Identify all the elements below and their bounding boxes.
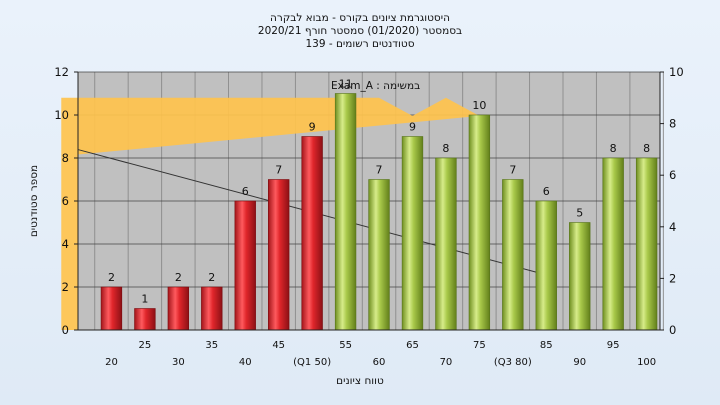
x-tick-label: 30 [172, 357, 185, 368]
y-tick-label: 12 [54, 65, 69, 79]
x-tick-label: 20 [105, 357, 118, 368]
bar-value-label: 7 [376, 164, 383, 177]
bar-value-label: 8 [610, 142, 617, 155]
bar [401, 136, 424, 331]
x-tick-label: (Q3 80) [494, 357, 532, 368]
y-tick-label: 8 [62, 151, 69, 165]
bar [535, 200, 557, 331]
x-tick-label: 95 [607, 340, 620, 351]
x-tick-label: 35 [205, 340, 218, 351]
x-tick-label: 100 [637, 357, 656, 368]
y2-tick-label: 8 [669, 117, 676, 131]
x-tick-label: 25 [139, 340, 152, 351]
y2-tick-label: 4 [669, 220, 676, 234]
bar-value-label: 6 [242, 185, 249, 198]
chart-title-line: בסמסטר (01/2020) סמסטר חורף 2020/21 [258, 25, 462, 37]
bar [167, 286, 190, 331]
x-tick-label: 65 [406, 340, 419, 351]
bar [502, 179, 524, 331]
x-tick-label: (Q1 50) [293, 357, 331, 368]
x-tick-label: 55 [339, 340, 352, 351]
bar-value-label: 11 [339, 78, 353, 91]
y-axis-title: מספר סטודנטים [28, 165, 40, 237]
x-tick-label: 70 [440, 357, 453, 368]
bar-value-label: 5 [576, 207, 583, 220]
y-tick-label: 2 [62, 280, 69, 294]
x-tick-label: 60 [373, 357, 386, 368]
bar [100, 286, 123, 331]
y-tick-label: 6 [62, 194, 69, 208]
x-tick-label: 40 [239, 357, 252, 368]
bar-value-label: 2 [108, 271, 115, 284]
bar [134, 308, 156, 331]
bar-value-label: 8 [643, 142, 650, 155]
x-tick-label: 85 [540, 340, 553, 351]
exam-annotation: Exam_A : במשימה [331, 80, 420, 92]
bar-value-label: 10 [472, 99, 486, 112]
y-tick-label: 10 [54, 108, 69, 122]
bar-value-label: 7 [275, 164, 282, 177]
bar-value-label: 9 [409, 121, 416, 134]
bar [334, 93, 357, 331]
y2-tick-label: 2 [669, 271, 676, 285]
bar-value-label: 8 [442, 142, 449, 155]
y-tick-label: 4 [62, 237, 69, 251]
bar-value-label: 7 [509, 164, 516, 177]
bar [268, 179, 290, 331]
bar [234, 200, 256, 331]
y2-tick-label: 0 [669, 323, 676, 337]
bar-value-label: 2 [208, 271, 215, 284]
x-tick-label: 90 [573, 357, 586, 368]
bar [435, 157, 457, 331]
y2-tick-label: 6 [669, 168, 676, 182]
bar [201, 286, 223, 331]
bar-value-label: 1 [141, 293, 148, 306]
bar [468, 114, 491, 331]
bar [569, 222, 591, 331]
x-tick-label: 45 [272, 340, 285, 351]
bar-value-label: 6 [543, 185, 550, 198]
bar [602, 157, 624, 331]
bar [301, 136, 323, 331]
x-axis-title: טווח ציונים [336, 375, 384, 387]
bar-value-label: 9 [309, 121, 316, 134]
cumulative-area [61, 97, 480, 330]
bar [368, 179, 390, 331]
chart-title-line: סטודנטים רשומים - 139 [305, 38, 414, 50]
bar [635, 157, 658, 331]
y-tick-label: 0 [62, 323, 69, 337]
y2-tick-label: 10 [669, 65, 684, 79]
chart-title-line: היסטוגרמת ציונים בקורס - מבוא לבקרה [270, 12, 450, 24]
bar-value-label: 2 [175, 271, 182, 284]
x-tick-label: 75 [473, 340, 486, 351]
